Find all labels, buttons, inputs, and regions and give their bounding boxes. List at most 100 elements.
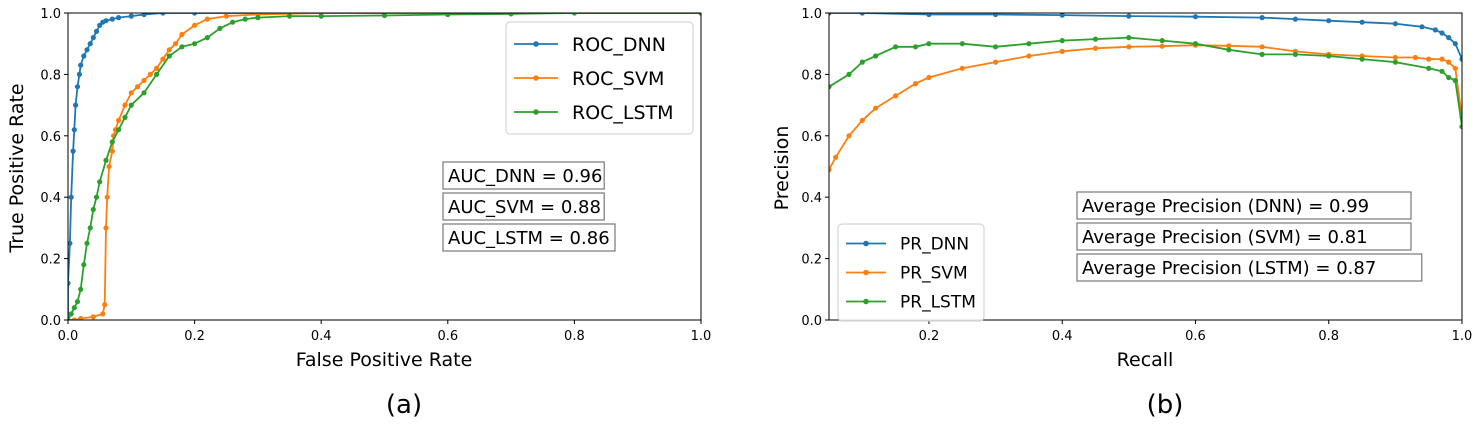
roc-roc-lstm-point — [97, 179, 103, 185]
roc-roc-dnn-point — [68, 240, 73, 246]
pr-pr-dnn-point — [1452, 41, 1458, 47]
roc-roc-dnn-point — [70, 148, 76, 154]
pr-pr-svm-point — [1446, 59, 1452, 65]
roc-roc-dnn-point — [116, 15, 122, 21]
roc-roc-dnn-point — [81, 53, 87, 59]
pr-annotation-text: Average Precision (LSTM) = 0.87 — [1082, 258, 1376, 279]
pr-pr-svm-point — [846, 133, 852, 139]
pr-series-pr-dnn-line — [829, 13, 1462, 60]
roc-roc-lstm-point — [242, 16, 248, 22]
roc-roc-svm-point — [122, 102, 128, 108]
roc-x-tick-label: 0.6 — [437, 329, 458, 344]
pr-y-tick-label: 0.0 — [801, 314, 822, 329]
roc-roc-svm-point — [166, 47, 172, 53]
roc-y-tick-label: 1.0 — [40, 7, 61, 22]
pr-pr-svm-point — [1126, 44, 1132, 50]
roc-roc-lstm-point — [217, 25, 223, 31]
roc-annotation-box — [442, 223, 616, 252]
roc-x-tick-label: 1.0 — [691, 329, 712, 344]
roc-annotation-text: AUC_DNN = 0.96 — [448, 166, 602, 187]
roc-roc-dnn-point — [141, 13, 147, 18]
pr-x-tick-label: 0.2 — [919, 329, 940, 344]
pr-pr-lstm-point — [1326, 53, 1332, 59]
pr-pr-svm-point — [913, 81, 919, 87]
pr-pr-lstm-point — [1259, 51, 1265, 58]
roc-roc-lstm-point — [74, 299, 81, 305]
pr-pr-dnn-point — [1292, 16, 1298, 22]
roc-roc-dnn-point — [93, 28, 100, 34]
roc-roc-svm-point — [223, 13, 229, 19]
pr-pr-svm-point — [926, 74, 932, 81]
roc-roc-svm-point — [173, 41, 179, 47]
pr-legend-label-pr-svm: PR_SVM — [900, 264, 968, 284]
roc-roc-lstm-point — [81, 262, 87, 268]
pr-pr-lstm-point — [1459, 124, 1462, 130]
pr-panel: 0.2 0.4 0.6 0.8 1.00.00.20.40.60.81.0PR_DNNP… — [771, 7, 1472, 420]
pr-pr-svm-point — [959, 65, 965, 71]
pr-pr-lstm-point — [1226, 47, 1232, 53]
roc-roc-lstm-point — [571, 13, 577, 16]
roc-roc-lstm-point — [84, 240, 90, 246]
roc-roc-lstm-point — [445, 13, 451, 18]
roc-roc-dnn-point — [68, 194, 74, 200]
pr-pr-svm-point — [1026, 53, 1032, 59]
pr-pr-lstm-point — [859, 59, 865, 65]
roc-roc-svm-point — [147, 71, 153, 77]
pr-series-pr-svm-line — [829, 44, 1462, 171]
roc-legend: ROC_DNN ROC_SVM ROC_LSTM — [505, 21, 694, 135]
pr-pr-lstm-point — [1452, 77, 1458, 84]
roc-roc-lstm-point — [154, 71, 160, 77]
roc-roc-lstm-point — [68, 311, 74, 317]
pr-pr-dnn-point — [829, 13, 832, 16]
pr-y-axis-label: Precision — [771, 126, 793, 211]
pr-pr-svm-point — [1059, 48, 1065, 55]
pr-pr-lstm-point — [993, 44, 999, 50]
pr-axes-frame — [828, 12, 1463, 321]
pr-pr-svm-point — [859, 117, 865, 123]
roc-y-tick-label: 0.8 — [40, 68, 61, 83]
roc-roc-dnn-point — [87, 41, 93, 47]
roc-roc-lstm-point — [179, 44, 185, 50]
roc-legend-marker — [533, 75, 539, 81]
roc-roc-dnn-point — [71, 127, 77, 133]
pr-pr-lstm-point — [1126, 35, 1132, 41]
roc-annotation: AUC_LSTM = 0.86 — [442, 223, 616, 252]
roc-roc-lstm-point — [286, 13, 293, 19]
pr-pr-lstm-point — [913, 44, 919, 50]
pr-pr-svm-point — [1226, 43, 1232, 49]
roc-roc-lstm-point — [318, 13, 324, 19]
roc-roc-dnn-point — [76, 71, 82, 77]
roc-roc-dnn-point — [68, 280, 71, 286]
roc-roc-dnn-point — [84, 47, 90, 53]
roc-roc-svm-point — [135, 84, 141, 90]
roc-roc-svm-point — [104, 194, 110, 200]
pr-x-axis-label: Recall — [1117, 349, 1174, 371]
roc-y-tick-label: 0.0 — [40, 314, 61, 329]
roc-roc-lstm-point — [78, 286, 84, 292]
roc-roc-svm-point — [128, 90, 134, 96]
roc-roc-svm-point — [78, 315, 84, 320]
pr-legend: PR_DNN PR_SVM PR_LSTM — [837, 223, 985, 322]
roc-roc-svm-point — [141, 77, 147, 84]
pr-pr-dnn-point — [1419, 24, 1425, 30]
pr-pr-lstm-point — [1159, 38, 1165, 44]
pr-pr-svm-point — [829, 167, 832, 173]
roc-roc-dnn-point — [160, 13, 166, 16]
pr-y-tick-label: 0.6 — [801, 130, 822, 145]
pr-pr-svm-point — [1259, 44, 1265, 50]
pr-annotation-text: Average Precision (DNN) = 0.99 — [1082, 196, 1369, 217]
roc-roc-lstm-point — [192, 41, 198, 47]
pr-pr-lstm-point — [846, 71, 852, 77]
roc-roc-lstm-point — [166, 53, 172, 59]
pr-pr-dnn-point — [1059, 13, 1065, 18]
roc-annotation-text: AUC_LSTM = 0.86 — [448, 228, 610, 249]
roc-series-roc-dnn-line — [68, 13, 701, 320]
pr-legend-marker — [863, 298, 869, 305]
pr-x-tick-label: 0.8 — [1318, 329, 1339, 344]
pr-pr-dnn-point — [1439, 30, 1445, 36]
roc-annotation: AUC_DNN = 0.96 — [442, 161, 605, 190]
roc-x-tick-label: 0.4 — [311, 329, 332, 344]
roc-roc-dnn-point — [74, 84, 81, 90]
pr-pr-dnn-point — [1432, 27, 1438, 33]
pr-pr-lstm-point — [873, 53, 879, 59]
